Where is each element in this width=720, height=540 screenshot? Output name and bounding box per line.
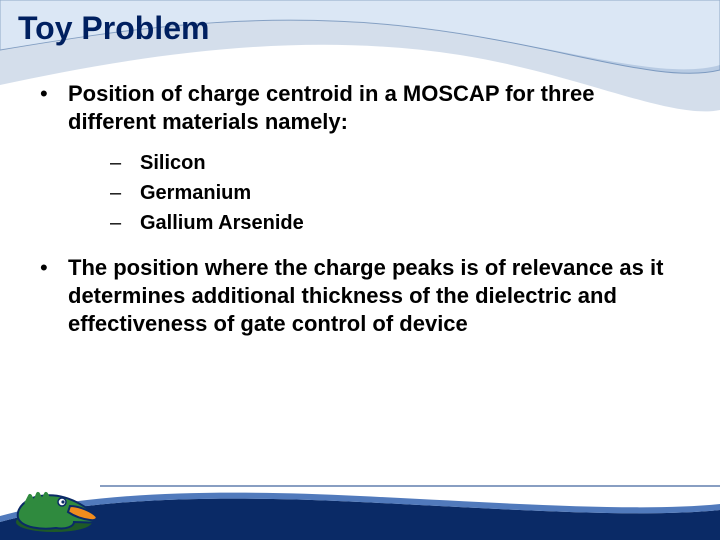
- footer-bar: [0, 480, 720, 540]
- bullet-text: Position of charge centroid in a MOSCAP …: [68, 80, 680, 136]
- gator-pupil: [61, 500, 64, 503]
- bullet-text: The position where the charge peaks is o…: [68, 254, 680, 338]
- uf-gator-logo-icon: [12, 474, 102, 534]
- footer-wave-dark: [0, 499, 720, 540]
- bullet-item: • The position where the charge peaks is…: [40, 254, 680, 338]
- slide-title: Toy Problem: [18, 10, 209, 47]
- slide: Toy Problem • Position of charge centroi…: [0, 0, 720, 540]
- sub-bullet-marker: –: [110, 210, 140, 236]
- sub-bullet-text: Silicon: [140, 150, 206, 176]
- bullet-marker: •: [40, 80, 68, 108]
- sub-bullet-text: Germanium: [140, 180, 251, 206]
- sub-bullet-marker: –: [110, 150, 140, 176]
- sub-list: – Silicon – Germanium – Gallium Arsenide: [110, 150, 680, 236]
- bullet-marker: •: [40, 254, 68, 282]
- sub-bullet-marker: –: [110, 180, 140, 206]
- slide-body: • Position of charge centroid in a MOSCA…: [40, 80, 680, 352]
- sub-bullet-item: – Gallium Arsenide: [110, 210, 680, 236]
- sub-bullet-text: Gallium Arsenide: [140, 210, 304, 236]
- sub-bullet-item: – Germanium: [110, 180, 680, 206]
- sub-bullet-item: – Silicon: [110, 150, 680, 176]
- bullet-item: • Position of charge centroid in a MOSCA…: [40, 80, 680, 136]
